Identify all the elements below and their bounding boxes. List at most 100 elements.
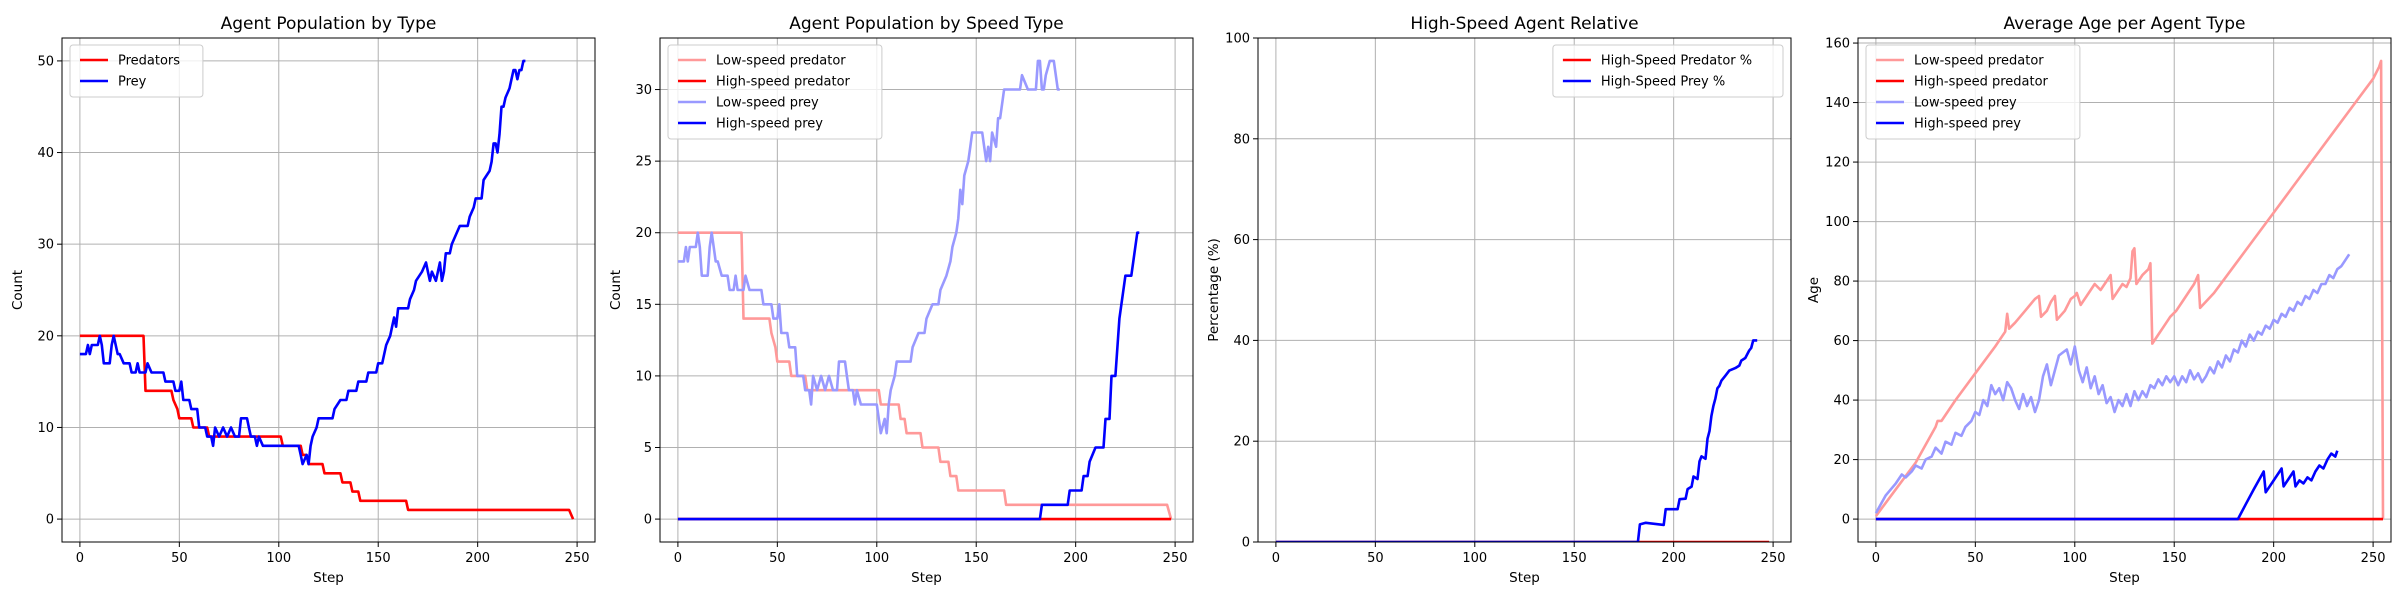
y-tick-label: 60 <box>1233 233 1250 248</box>
y-tick-label: 0 <box>1242 536 1250 551</box>
y-tick-label: 30 <box>635 83 652 98</box>
y-tick-label: 10 <box>37 421 54 436</box>
plot-frame <box>1257 37 1792 543</box>
y-tick-label: 15 <box>635 298 652 313</box>
series-line-4 <box>677 231 1140 521</box>
x-tick-label: 50 <box>1367 551 1384 566</box>
series-line-2 <box>79 59 526 466</box>
series-group <box>1275 339 1770 542</box>
legend-entry: High-speed predator <box>716 75 851 90</box>
x-tick-label: 50 <box>1967 551 1984 566</box>
legend-entry: Low-speed predator <box>1914 54 2044 69</box>
y-tick-label: 100 <box>1225 32 1250 47</box>
x-tick-label: 150 <box>2162 551 2187 566</box>
y-tick-label: 10 <box>635 369 652 384</box>
chart-panel-3: 0 50 100 150 200 250 0 20 40 60 80 100 High-Speed Ag… <box>1206 14 1792 586</box>
y-tick-label: 80 <box>1233 132 1250 147</box>
legend: Low-speed predator High-speed predator Low… <box>1865 44 2081 140</box>
series-group <box>677 59 1173 521</box>
legend: High-Speed Predator % High-Speed Prey % <box>1552 44 1784 98</box>
legend-entry: Low-speed predator <box>716 54 846 69</box>
legend-entry: High-speed prey <box>716 117 823 132</box>
series-group <box>1874 59 2385 521</box>
y-axis-label: Percentage (%) <box>1206 238 1222 342</box>
y-tick-label: 25 <box>635 155 652 170</box>
plot-frame <box>61 37 596 543</box>
y-tick-label: 80 <box>1833 275 1850 290</box>
x-tick-label: 250 <box>1761 551 1786 566</box>
legend-entry: Low-speed prey <box>1914 96 2017 111</box>
x-tick-label: 100 <box>2062 551 2087 566</box>
y-tick-label: 40 <box>1833 394 1850 409</box>
x-axis-label: Step <box>313 570 344 586</box>
x-tick-label: 150 <box>964 551 989 566</box>
y-tick-label: 20 <box>635 226 652 241</box>
chart-panel-1: 0 50 100 150 200 250 0 10 20 30 40 50 Agent Populati… <box>10 14 596 586</box>
x-tick-label: 100 <box>266 551 291 566</box>
x-axis-label: Step <box>1509 570 1540 586</box>
y-tick-label: 20 <box>37 329 54 344</box>
series-line-1 <box>677 231 1173 520</box>
y-tick-label: 100 <box>1825 215 1850 230</box>
y-tick-label: 30 <box>37 238 54 253</box>
chart-title: Average Age per Agent Type <box>2004 14 2246 34</box>
y-tick-label: 40 <box>1233 334 1250 349</box>
x-tick-label: 200 <box>2261 551 2286 566</box>
series-line-3 <box>1874 253 2351 514</box>
y-tick-label: 50 <box>37 54 54 69</box>
chart-panel-2: 0 50 100 150 200 250 0 5 10 15 20 25 30 Agent Populat… <box>608 14 1194 586</box>
legend-entry: High-Speed Predator % <box>1601 54 1752 69</box>
y-tick-label: 0 <box>1842 513 1850 528</box>
x-tick-label: 250 <box>2361 551 2386 566</box>
x-tick-label: 150 <box>366 551 391 566</box>
x-axis-label: Step <box>911 570 942 586</box>
x-tick-label: 50 <box>769 551 786 566</box>
y-tick-label: 40 <box>37 146 54 161</box>
y-tick-label: 120 <box>1825 156 1850 171</box>
legend-entry: High-speed predator <box>1914 75 2049 90</box>
series-line-2 <box>1275 339 1758 542</box>
x-tick-label: 200 <box>465 551 490 566</box>
x-tick-label: 200 <box>1661 551 1686 566</box>
chart-title: Agent Population by Type <box>221 14 437 34</box>
plot-frame <box>659 37 1194 543</box>
legend: Low-speed predator High-speed predator Low… <box>667 44 883 140</box>
x-tick-label: 150 <box>1562 551 1587 566</box>
y-tick-label: 140 <box>1825 96 1850 111</box>
chart-title: Agent Population by Speed Type <box>789 14 1063 34</box>
legend: Predators Prey <box>69 44 204 98</box>
y-tick-label: 20 <box>1833 453 1850 468</box>
legend-entry: High-speed prey <box>1914 117 2021 132</box>
y-tick-label: 0 <box>46 513 54 528</box>
chart-title: High-Speed Agent Relative <box>1410 14 1638 34</box>
legend-entry: Prey <box>118 75 147 90</box>
grid <box>62 38 595 542</box>
series-line-1 <box>79 334 575 520</box>
y-tick-label: 160 <box>1825 37 1850 52</box>
x-axis-label: Step <box>2109 570 2140 586</box>
y-tick-label: 5 <box>644 441 652 456</box>
plot-frame <box>1857 37 2392 543</box>
series-group <box>79 59 575 520</box>
x-tick-label: 0 <box>1872 551 1880 566</box>
x-tick-label: 100 <box>1462 551 1487 566</box>
legend-entry: High-Speed Prey % <box>1601 75 1725 90</box>
x-tick-label: 50 <box>171 551 188 566</box>
legend-entry: Predators <box>118 54 180 69</box>
series-line-3 <box>677 59 1060 435</box>
x-tick-label: 250 <box>1163 551 1188 566</box>
chart-panel-4: 0 50 100 150 200 250 0 20 40 60 80 100 120 140 160 Aver… <box>1806 14 2392 586</box>
y-axis-label: Age <box>1806 277 1822 303</box>
x-tick-label: 200 <box>1063 551 1088 566</box>
series-line-4 <box>1875 450 2339 521</box>
x-tick-label: 250 <box>565 551 590 566</box>
legend-entry: Low-speed prey <box>716 96 819 111</box>
x-tick-label: 100 <box>864 551 889 566</box>
y-tick-label: 20 <box>1233 435 1250 450</box>
y-axis-label: Count <box>10 270 26 310</box>
y-tick-label: 60 <box>1833 334 1850 349</box>
y-axis-label: Count <box>608 270 624 310</box>
x-tick-label: 0 <box>1272 551 1280 566</box>
grid <box>1258 37 1791 543</box>
y-tick-label: 0 <box>644 513 652 528</box>
